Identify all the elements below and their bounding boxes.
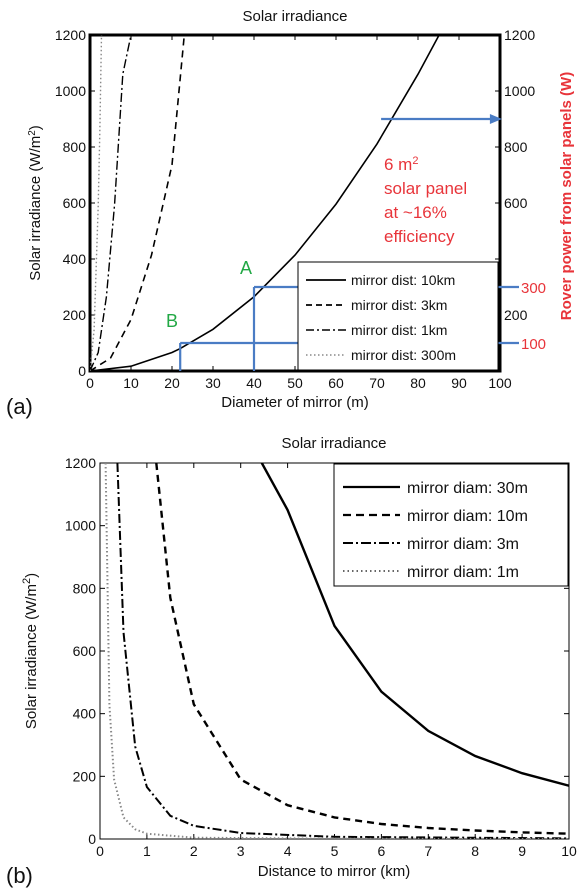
x-tick-label: 40 <box>246 375 262 391</box>
y-tick-label: 1200 <box>65 455 96 471</box>
power-label-red: 100 <box>521 336 546 353</box>
y-tick-label: 1000 <box>55 83 86 99</box>
point-b-label: B <box>166 311 178 331</box>
panel-b-series <box>104 463 569 839</box>
panel-b-legend-box <box>333 463 569 587</box>
y2-tick-label: 1200 <box>504 27 535 43</box>
note-area: 6 m2 <box>384 155 418 174</box>
note-line-3: at ~16% <box>384 203 447 222</box>
x-tick-label: 5 <box>331 843 339 859</box>
series-line-2 <box>90 35 186 371</box>
x-tick-label: 10 <box>123 375 139 391</box>
panel-a-title: Solar irradiance <box>242 8 347 25</box>
x-tick-label: 7 <box>424 843 432 859</box>
y2-tick-label: 200 <box>504 307 528 323</box>
series-line-2 <box>155 463 569 835</box>
y-tick-label: 600 <box>63 195 87 211</box>
panel-a-legend: mirror dist: 10km mirror dist: 3km mirro… <box>297 261 499 371</box>
panel-a-y2label: Rover power from solar panels (W) <box>558 72 575 320</box>
x-tick-label: 20 <box>164 375 180 391</box>
y-tick-label: 0 <box>88 831 96 847</box>
panel-b-title: Solar irradiance <box>281 435 386 452</box>
x-tick-label: 10 <box>561 843 577 859</box>
series-line-3 <box>90 35 132 371</box>
y-tick-label: 400 <box>63 251 87 267</box>
x-tick-label: 100 <box>488 375 512 391</box>
power-label-red: 300 <box>521 280 546 297</box>
y-tick-label: 800 <box>73 580 97 596</box>
x-tick-label: 9 <box>518 843 526 859</box>
series-line-4 <box>90 35 103 371</box>
x-tick-label: 30 <box>205 375 221 391</box>
x-tick-label: 50 <box>287 375 303 391</box>
y2-tick-label: 1000 <box>504 83 535 99</box>
note-line-2: solar panel <box>384 179 467 198</box>
legend-label-10km: mirror dist: 10km <box>351 272 455 288</box>
panel-b-ylabel: Solar irradiance (W/m2) <box>21 573 40 729</box>
legend-label-30m: mirror diam: 30m <box>407 480 528 497</box>
y-tick-label: 600 <box>73 643 97 659</box>
panel-b-legend: mirror diam: 30m mirror diam: 10m mirror… <box>333 463 569 587</box>
y-tick-label: 200 <box>63 307 87 323</box>
panel-a-xlabel: Diameter of mirror (m) <box>221 394 369 411</box>
panel-b-xlabel: Distance to mirror (km) <box>258 863 411 880</box>
y-tick-label: 0 <box>78 363 86 379</box>
point-a-label: A <box>240 258 252 278</box>
x-tick-label: 60 <box>328 375 344 391</box>
x-tick-label: 2 <box>190 843 198 859</box>
x-tick-label: 3 <box>237 843 245 859</box>
y-tick-label: 1000 <box>65 518 96 534</box>
x-tick-label: 90 <box>451 375 467 391</box>
y2-tick-label: 600 <box>504 195 528 211</box>
panel-b: Solar irradiance 0 1 2 3 4 5 6 7 8 9 10 0 200 400 600 8… <box>6 435 577 888</box>
panel-a-ticks: 0 10 20 30 40 50 60 70 80 90 100020040060080010001… <box>55 27 546 391</box>
x-tick-label: 0 <box>86 375 94 391</box>
legend-label-3km: mirror dist: 3km <box>351 297 447 313</box>
legend-label-300m: mirror dist: 300m <box>351 347 456 363</box>
series-line-4 <box>104 463 569 839</box>
x-tick-label: 4 <box>284 843 292 859</box>
panel-b-ticks: 0 1 2 3 4 5 6 7 8 9 10 0 200 400 600 800 1000 1200 <box>65 455 577 859</box>
y-tick-label: 400 <box>73 706 97 722</box>
panel-b-label: (b) <box>6 863 33 888</box>
series-line-3 <box>116 463 569 839</box>
y2-tick-label: 800 <box>504 139 528 155</box>
x-tick-label: 1 <box>143 843 151 859</box>
x-tick-label: 80 <box>410 375 426 391</box>
panel-a-annotation: 6 m2 solar panel at ~16% efficiency <box>384 155 467 246</box>
panel-a-label: (a) <box>6 394 33 419</box>
y-tick-label: 200 <box>73 768 97 784</box>
legend-label-1m: mirror diam: 1m <box>407 564 519 581</box>
legend-label-3m: mirror diam: 3m <box>407 536 519 553</box>
y-tick-label: 1200 <box>55 27 86 43</box>
x-tick-label: 0 <box>96 843 104 859</box>
panel-a: Solar irradiance 0 10 20 30 40 50 60 70 80 90 1000… <box>6 8 575 419</box>
x-tick-label: 8 <box>471 843 479 859</box>
x-tick-label: 6 <box>378 843 386 859</box>
legend-label-1km: mirror dist: 1km <box>351 322 447 338</box>
note-line-4: efficiency <box>384 227 455 246</box>
x-tick-label: 70 <box>369 375 385 391</box>
power-arrow-head <box>489 114 502 124</box>
legend-label-10m: mirror diam: 10m <box>407 508 528 525</box>
y-tick-label: 800 <box>63 139 87 155</box>
series-line-1 <box>260 463 569 787</box>
panel-a-ylabel: Solar irradiance (W/m2) <box>27 125 45 281</box>
